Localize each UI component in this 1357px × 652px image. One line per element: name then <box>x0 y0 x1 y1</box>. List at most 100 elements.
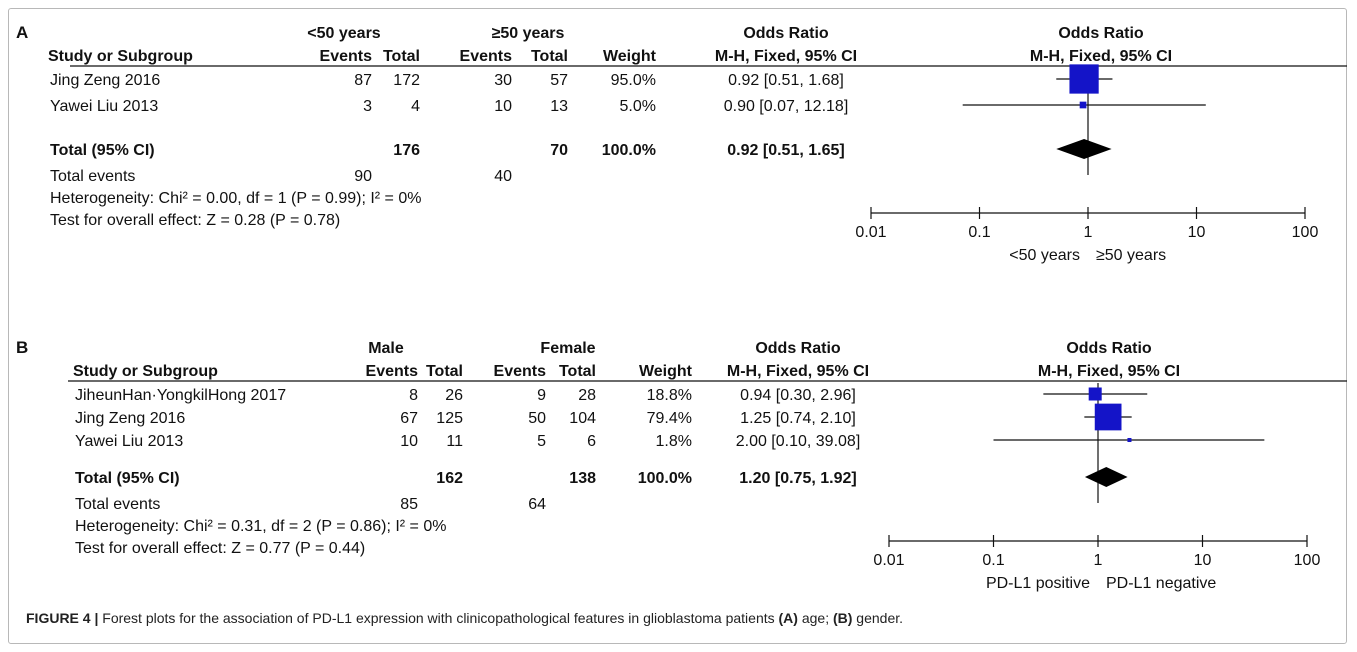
figure-caption: FIGURE 4 | Forest plots for the associat… <box>26 610 1326 626</box>
total-events-group1: 90 <box>354 168 372 185</box>
total-header-2: Total <box>531 48 568 65</box>
events-value-group1: 8 <box>409 387 418 404</box>
total-weight: 100.0% <box>638 470 692 487</box>
events-value-group2: 30 <box>494 72 512 89</box>
odds-ratio-header: Odds Ratio <box>755 340 841 357</box>
study-weight-marker <box>1094 403 1122 431</box>
x-axis-tick-label: 0.1 <box>982 552 1004 569</box>
weight-header: Weight <box>639 363 693 380</box>
study-name: Yawei Liu 2013 <box>75 433 183 450</box>
x-axis-tick-label: 0.01 <box>855 224 886 241</box>
overall-effect-text: Test for overall effect: Z = 0.28 (P = 0… <box>50 212 340 229</box>
events-value-group1: 87 <box>354 72 372 89</box>
plot-odds-ratio-header: Odds Ratio <box>1058 25 1144 42</box>
caption-figure-label: FIGURE 4 | <box>26 610 99 626</box>
study-weight-marker <box>1079 101 1087 109</box>
pooled-estimate-diamond <box>1084 467 1128 487</box>
study-column-header: Study or Subgroup <box>48 48 193 65</box>
panel-label-b: B <box>16 338 28 357</box>
total-count-group2: 138 <box>569 470 596 487</box>
total-events-label: Total events <box>75 496 160 513</box>
ci-method-header: M-H, Fixed, 95% CI <box>727 363 869 380</box>
odds-ratio-ci-value: 2.00 [0.10, 39.08] <box>736 433 861 450</box>
x-axis-tick-label: 100 <box>1294 552 1321 569</box>
favours-right-label: ≥50 years <box>1096 247 1166 264</box>
x-axis-tick-label: 0.1 <box>968 224 990 241</box>
total-label: Total (95% CI) <box>50 142 155 159</box>
study-weight-marker <box>1069 64 1099 94</box>
group2-header: Female <box>540 340 595 357</box>
caption-text-3: gender. <box>852 610 904 626</box>
total-ci-value: 1.20 [0.75, 1.92] <box>739 470 856 487</box>
total-count-group2: 70 <box>550 142 568 159</box>
total-count-group1: 176 <box>393 142 420 159</box>
total-ci-value: 0.92 [0.51, 1.65] <box>727 142 844 159</box>
total-value-group1: 4 <box>411 98 420 115</box>
x-axis-tick-label: 0.01 <box>873 552 904 569</box>
heterogeneity-text: Heterogeneity: Chi² = 0.31, df = 2 (P = … <box>75 518 446 535</box>
total-value-group1: 125 <box>436 410 463 427</box>
study-name: Jing Zeng 2016 <box>50 72 160 89</box>
x-axis-tick-label: 1 <box>1094 552 1103 569</box>
odds-ratio-ci-value: 0.94 [0.30, 2.96] <box>740 387 856 404</box>
weight-value: 79.4% <box>647 410 692 427</box>
total-value-group2: 28 <box>578 387 596 404</box>
group1-header: <50 years <box>307 25 381 42</box>
caption-label-a: (A) <box>778 610 798 626</box>
events-header-2: Events <box>460 48 513 65</box>
odds-ratio-ci-value: 1.25 [0.74, 2.10] <box>740 410 856 427</box>
total-value-group2: 104 <box>569 410 596 427</box>
total-events-group1: 85 <box>400 496 418 513</box>
weight-value: 18.8% <box>647 387 692 404</box>
weight-value: 5.0% <box>620 98 656 115</box>
total-events-group2: 40 <box>494 168 512 185</box>
odds-ratio-header: Odds Ratio <box>743 25 829 42</box>
caption-text-1: Forest plots for the association of PD-L… <box>98 610 779 626</box>
x-axis-tick-label: 100 <box>1292 224 1319 241</box>
total-label: Total (95% CI) <box>75 470 180 487</box>
x-axis-tick-label: 10 <box>1188 224 1206 241</box>
plot-odds-ratio-header: Odds Ratio <box>1066 340 1152 357</box>
group2-header: ≥50 years <box>492 25 565 42</box>
events-value-group2: 9 <box>537 387 546 404</box>
total-value-group1: 11 <box>446 433 463 450</box>
odds-ratio-ci-value: 0.92 [0.51, 1.68] <box>728 72 844 89</box>
favours-right-label: PD-L1 negative <box>1106 575 1216 592</box>
x-axis-tick-label: 1 <box>1084 224 1093 241</box>
plot-ci-method-header: M-H, Fixed, 95% CI <box>1038 363 1180 380</box>
figure-frame <box>8 8 1347 644</box>
total-header-1: Total <box>383 48 420 65</box>
panel-label-a: A <box>16 23 28 42</box>
caption-label-b: (B) <box>832 610 853 626</box>
study-column-header: Study or Subgroup <box>73 363 218 380</box>
odds-ratio-ci-value: 0.90 [0.07, 12.18] <box>724 98 849 115</box>
total-weight: 100.0% <box>602 142 656 159</box>
study-weight-marker <box>1088 387 1102 401</box>
study-name: Yawei Liu 2013 <box>50 98 158 115</box>
total-events-group2: 64 <box>528 496 546 513</box>
overall-effect-text: Test for overall effect: Z = 0.77 (P = 0… <box>75 540 365 557</box>
study-name: Jing Zeng 2016 <box>75 410 185 427</box>
caption-text-2: age; <box>797 610 833 626</box>
events-header-1: Events <box>320 48 373 65</box>
favours-left-label: <50 years <box>1009 247 1080 264</box>
events-value-group2: 50 <box>528 410 546 427</box>
weight-header: Weight <box>603 48 657 65</box>
heterogeneity-text: Heterogeneity: Chi² = 0.00, df = 1 (P = … <box>50 190 421 207</box>
total-value-group2: 6 <box>587 433 596 450</box>
total-value-group2: 57 <box>550 72 568 89</box>
favours-left-label: PD-L1 positive <box>986 575 1090 592</box>
total-value-group2: 13 <box>550 98 568 115</box>
total-count-group1: 162 <box>436 470 463 487</box>
events-value-group1: 67 <box>400 410 418 427</box>
events-value-group2: 5 <box>537 433 546 450</box>
study-name: JiheunHan·YongkilHong 2017 <box>75 387 286 404</box>
pooled-estimate-diamond <box>1056 139 1112 159</box>
plot-ci-method-header: M-H, Fixed, 95% CI <box>1030 48 1172 65</box>
events-header-1: Events <box>366 363 419 380</box>
total-value-group1: 26 <box>445 387 463 404</box>
events-value-group1: 3 <box>363 98 372 115</box>
total-header-1: Total <box>426 363 463 380</box>
group1-header: Male <box>368 340 404 357</box>
